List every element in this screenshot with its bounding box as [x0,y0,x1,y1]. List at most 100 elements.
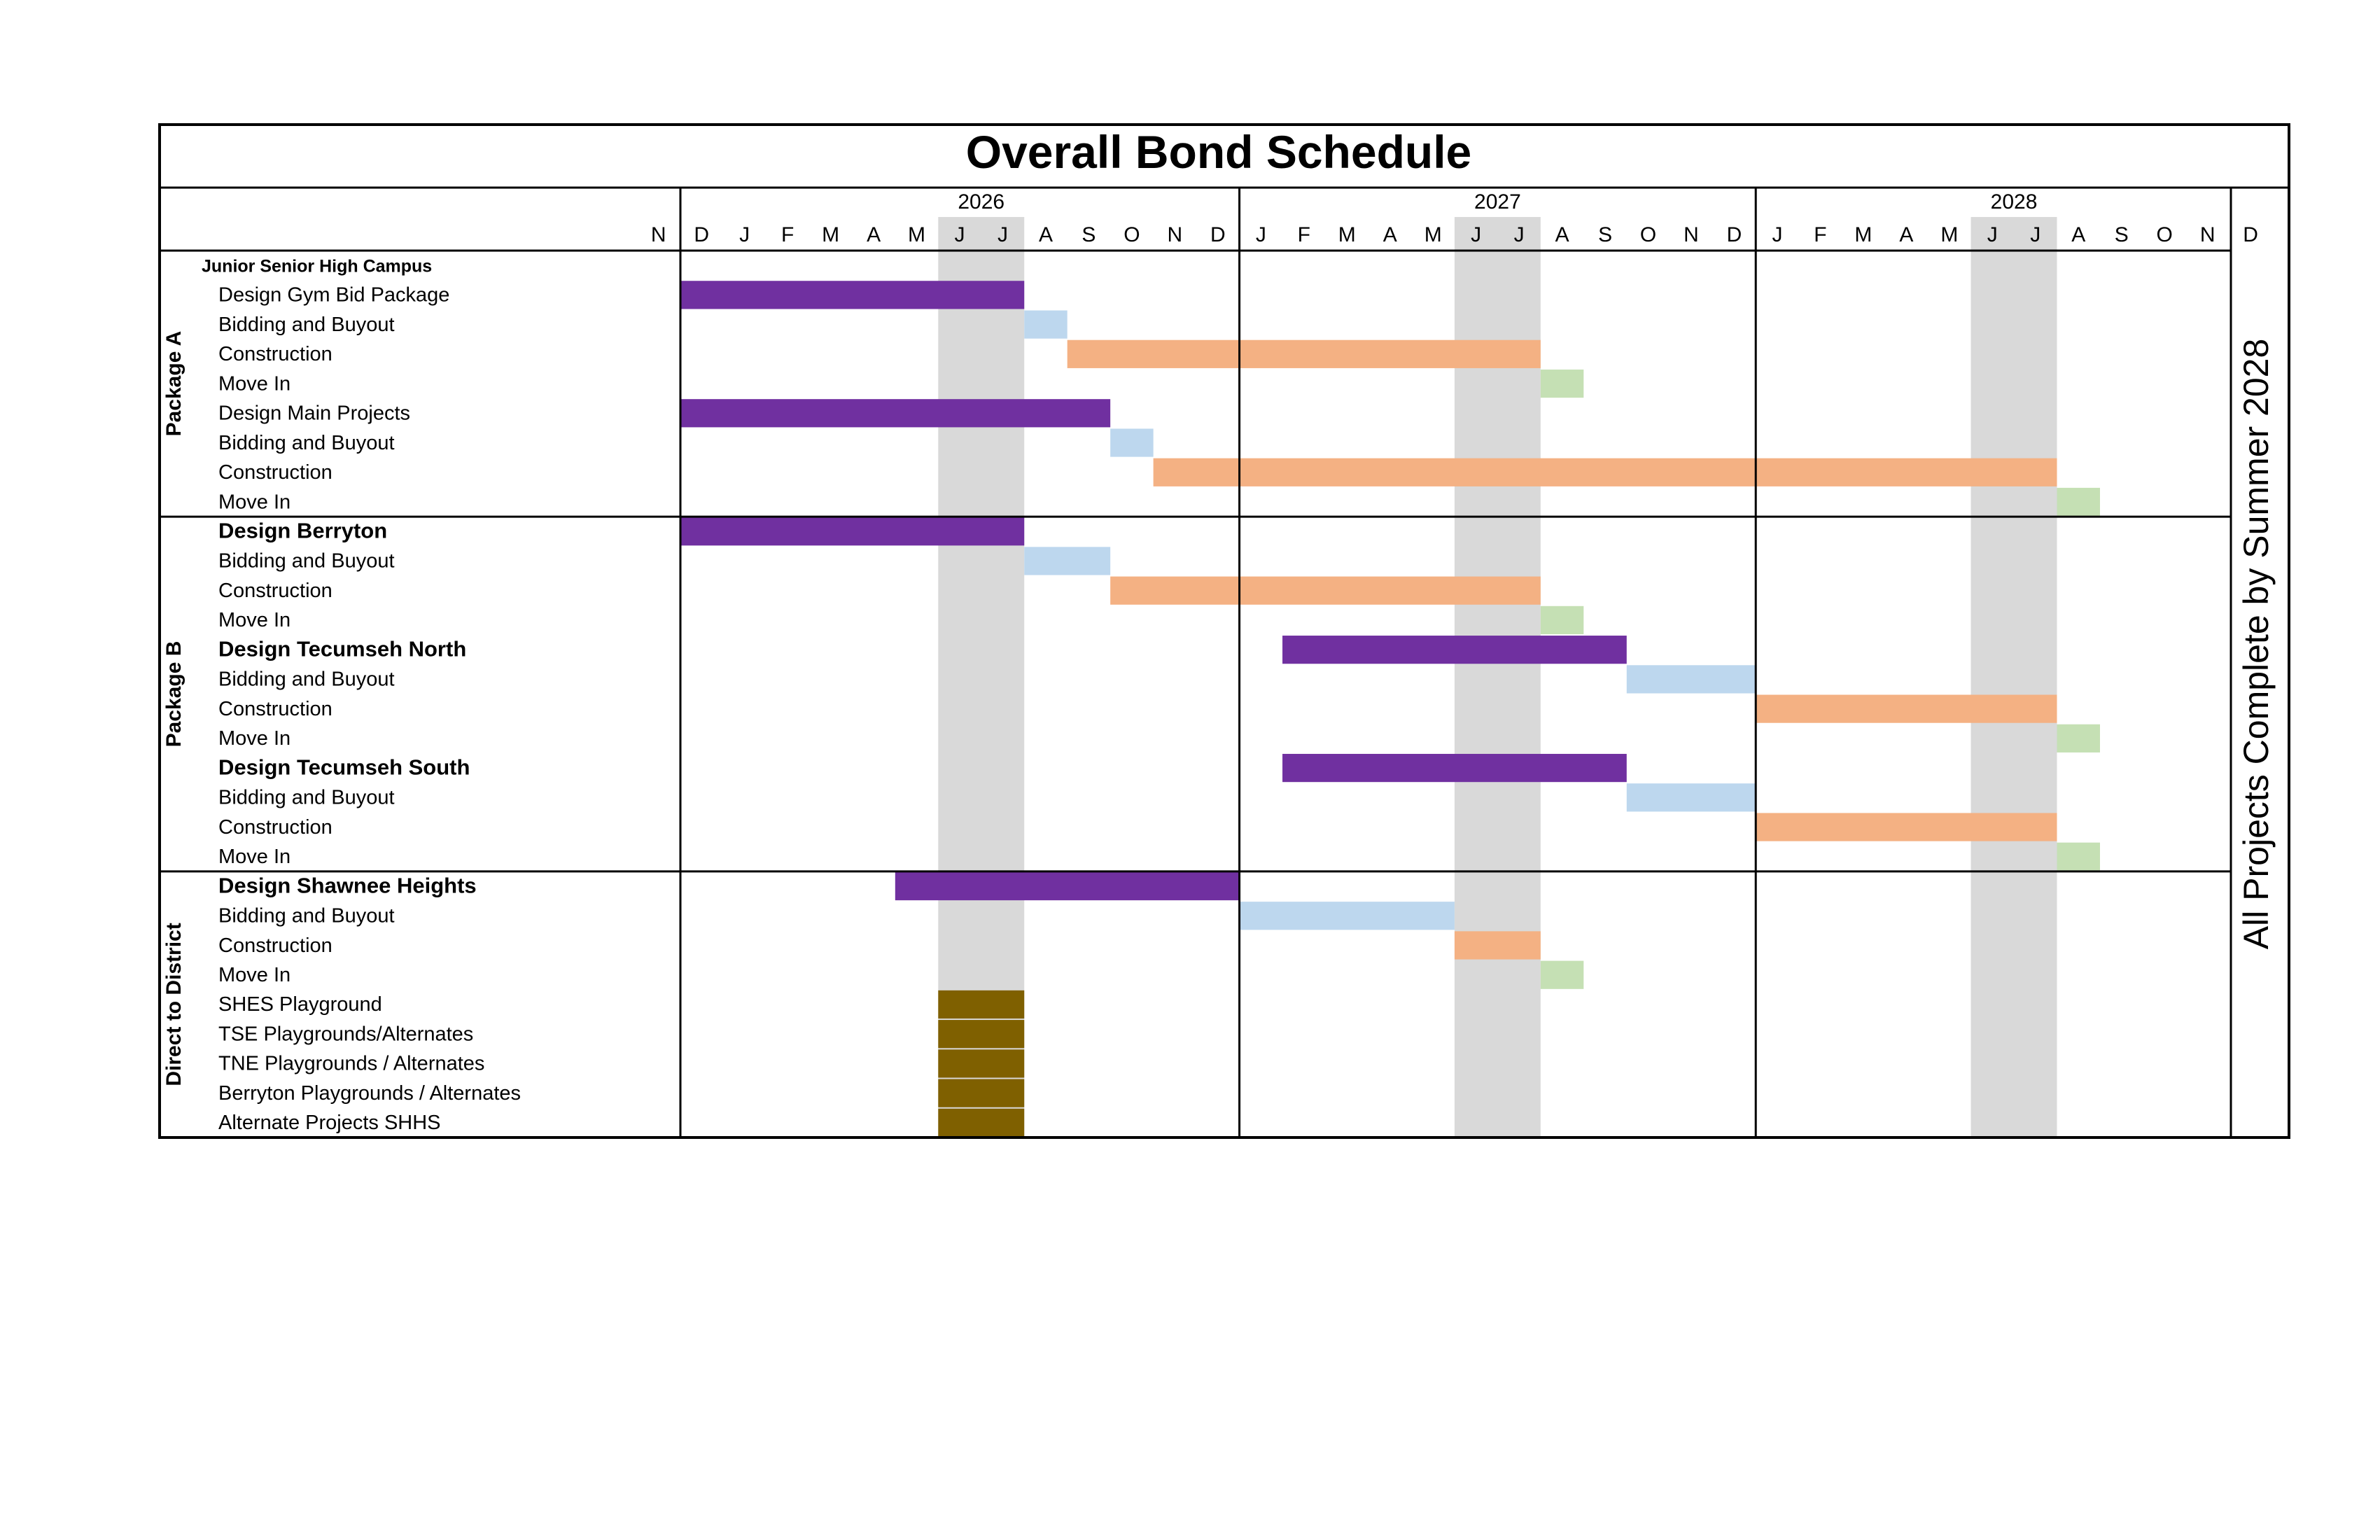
month-tick-label: M [1424,223,1442,246]
month-tick-label: J [997,223,1008,246]
month-tick-label: D [694,223,709,246]
month-tick-label: M [1338,223,1356,246]
row-label: Construction [218,698,332,720]
bar-design [680,281,1025,309]
month-tick-label: A [867,223,881,246]
row-label: Bidding and Buyout [218,314,395,336]
month-tick-label: J [2030,223,2040,246]
row-label: Bidding and Buyout [218,432,395,454]
summer-shade-2 [1454,217,1541,1138]
month-tick-label: J [1987,223,1998,246]
row-label: Design Gym Bid Package [218,284,449,307]
year-label-2027: 2027 [1474,190,1521,214]
month-tick-label: M [908,223,925,246]
outer-frame [158,123,2290,1139]
bar-bid [1024,310,1068,339]
month-tick-label: S [1598,223,1612,246]
row-label: Construction [218,343,332,365]
month-tick-label: J [1256,223,1266,246]
row-label: Move In [218,491,290,513]
group-label: Package A [162,331,186,437]
bar-design [1282,753,1627,783]
row-label: Bidding and Buyout [218,668,395,691]
month-tick-label: O [2157,223,2173,246]
row-label: Construction [218,461,332,484]
month-tick-label: N [2200,223,2216,246]
summer-shade-1 [938,217,1025,1138]
row-label: Move In [218,846,290,868]
row-label: Construction [218,816,332,839]
bar-movein [2057,842,2100,871]
year-label-2028: 2028 [1991,190,2038,214]
month-tick-label: M [822,223,839,246]
month-tick-label: D [1210,223,1226,246]
row-label: Design Tecumseh North [218,636,466,661]
year-label-2026: 2026 [958,190,1004,214]
grid-lines-layer [158,123,2290,1139]
month-tick-label: N [1684,223,1699,246]
row-label: Move In [218,727,290,750]
row-label: Design Tecumseh South [218,755,470,779]
month-tick-label: A [2071,223,2085,246]
summer-shading-layer [938,217,2057,1138]
bar-design [680,517,1025,546]
bar-design [1282,636,1627,664]
bar-movein [1540,369,1584,398]
month-tick-label: M [1854,223,1872,246]
bar-movein [1540,960,1584,989]
month-tick-label: A [1899,223,1913,246]
row-label: TSE Playgrounds/Alternates [218,1023,473,1045]
month-tick-label: F [781,223,794,246]
row-label: Design Main Projects [218,402,410,425]
month-tick-label: D [2243,223,2258,246]
month-tick-label: S [2115,223,2129,246]
bar-movein [1540,606,1584,635]
gantt-bars-layer [680,281,2100,1137]
bar-construction [1067,340,1541,368]
row-label: SHES Playground [218,993,382,1016]
month-tick-label: S [1082,223,1096,246]
bar-bid [1024,547,1111,575]
bar-design [895,872,1240,901]
bar-playground [938,990,1025,1019]
month-tick-label: D [1727,223,1742,246]
month-tick-label: J [1471,223,1481,246]
month-tick-label: N [1168,223,1183,246]
bar-bid [1626,783,1756,812]
bar-construction [1756,694,2057,723]
bar-movein [2057,487,2100,517]
row-label: Construction [218,934,332,957]
month-tick-label: M [1940,223,1958,246]
row-label: Alternate Projects SHHS [218,1112,441,1134]
bar-playground [938,1049,1025,1078]
group-label: Direct to District [162,923,186,1086]
row-label: Bidding and Buyout [218,550,395,573]
row-label: Move In [218,372,290,395]
month-tick-label: N [651,223,666,246]
bar-design [680,399,1111,428]
labels-layer: Overall Bond Schedule All Projects Compl… [162,126,2276,1134]
row-label: Berryton Playgrounds / Alternates [218,1082,521,1105]
month-tick-label: A [1555,223,1569,246]
month-tick-label: O [1124,223,1140,246]
row-label: Design Shawnee Heights [218,873,477,897]
month-tick-label: F [1298,223,1310,246]
row-label: Bidding and Buyout [218,787,395,809]
month-tick-label: J [1514,223,1525,246]
month-tick-label: J [1772,223,1782,246]
bar-construction [1153,458,2057,486]
row-label: Construction [218,580,332,602]
row-label: Design Berryton [218,519,387,543]
bar-movein [2057,724,2100,752]
month-tick-label: J [955,223,965,246]
bar-playground [938,1020,1025,1049]
row-label: Move In [218,609,290,631]
row-label: Bidding and Buyout [218,905,395,927]
side-note: All Projects Complete by Summer 2028 [2236,339,2276,950]
bar-playground [938,1108,1025,1137]
bar-bid [1626,665,1756,694]
group-label: Package B [162,641,186,748]
summer-shade-3 [1970,217,2057,1138]
month-tick-label: A [1383,223,1397,246]
